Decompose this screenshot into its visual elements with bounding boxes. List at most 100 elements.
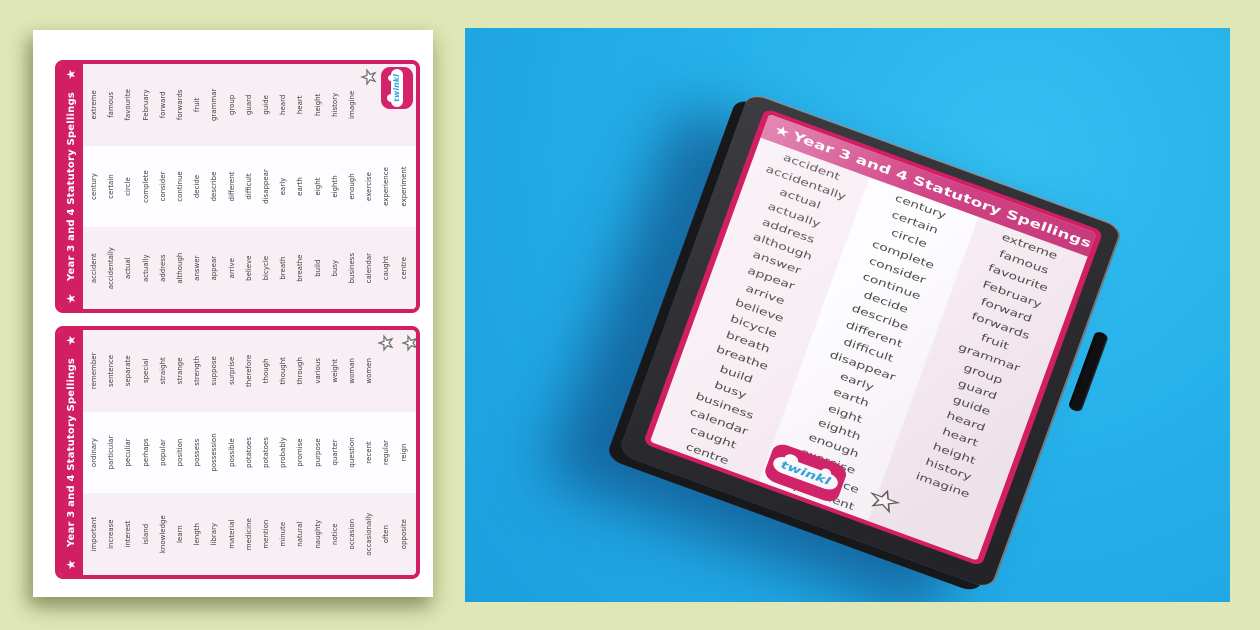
word: group	[227, 94, 236, 115]
word: decide	[193, 174, 202, 199]
word: occasionally	[365, 512, 374, 556]
preview-sheet: ★ Year 3 and 4 Statutory Spellings ★ acc…	[33, 30, 433, 597]
word: naughty	[313, 519, 322, 549]
word: history	[330, 92, 339, 117]
word: heard	[279, 94, 288, 115]
word: possess	[193, 438, 202, 467]
word: guide	[262, 95, 271, 115]
word: island	[141, 523, 150, 545]
word: complete	[141, 170, 150, 203]
word-list: extreme famous favourite February forward for…	[86, 64, 361, 146]
card-body: important increase interest island knowledge…	[83, 329, 420, 575]
word: famous	[107, 91, 116, 118]
word: imagine	[348, 90, 357, 119]
word: calendar	[365, 252, 374, 284]
word: guard	[244, 94, 253, 116]
word: popular	[158, 439, 167, 466]
word: disappear	[262, 169, 271, 204]
word: although	[176, 252, 185, 284]
spelling-card-front: ★ Year 3 and 4 Statutory Spellings ★ acc…	[55, 60, 420, 313]
word: library	[210, 522, 219, 546]
word: minute	[279, 521, 288, 547]
word: therefore	[244, 354, 253, 387]
word: question	[348, 437, 357, 468]
word: address	[158, 254, 167, 282]
word: learn	[176, 525, 185, 544]
word: circle	[124, 177, 133, 196]
word-column-2: century certain circle complete consider cont…	[83, 145, 416, 228]
word: favourite	[124, 89, 133, 121]
card-header: ★ Year 3 and 4 Statutory Spellings ★	[59, 330, 83, 575]
word: purpose	[313, 438, 322, 467]
word: fruit	[193, 97, 202, 113]
word: eighth	[330, 175, 339, 198]
word: interest	[124, 520, 133, 548]
word: actual	[124, 257, 133, 279]
card-footer: ★ twinkl	[359, 64, 416, 146]
word-list: century certain circle complete consider cont…	[86, 146, 413, 228]
word: busy	[330, 259, 339, 277]
word: suppose	[210, 356, 219, 386]
word: various	[313, 358, 322, 384]
star-outline-icon: ★	[359, 68, 381, 86]
word: different	[227, 171, 236, 202]
word-list: important increase interest island knowledge…	[86, 493, 413, 575]
word: natural	[296, 521, 305, 547]
word: experiment	[399, 166, 408, 207]
word: certain	[107, 174, 116, 199]
card-title: Year 3 and 4 Statutory Spellings	[65, 92, 77, 281]
word: recent	[365, 441, 374, 464]
product-mockup: ★ Year 3 and 4 Statutory Spellings ★ acc…	[617, 91, 1124, 590]
word: exercise	[365, 172, 374, 201]
twinkl-logo-text: twinkl	[391, 69, 404, 107]
flat-card-front-slot: ★ Year 3 and 4 Statutory Spellings ★ acc…	[55, 60, 420, 313]
word: thought	[279, 357, 288, 385]
word-column-2: ordinary particular peculiar perhaps popular…	[83, 411, 416, 494]
word: woman	[348, 358, 357, 384]
card-body: accident accidentally actual actually addres…	[83, 63, 416, 309]
word: believe	[244, 255, 253, 281]
case-groove	[1067, 330, 1110, 413]
word: potatoes	[244, 437, 253, 468]
word: strength	[193, 356, 202, 386]
word: knowledge	[158, 515, 167, 554]
star-icon: ★	[64, 293, 78, 304]
word: separate	[124, 355, 133, 387]
card-header: ★ Year 3 and 4 Statutory Spellings ★	[59, 64, 83, 309]
word: consider	[158, 171, 167, 202]
word: arrive	[227, 258, 236, 279]
word: occasion	[348, 518, 357, 550]
word: continue	[176, 171, 185, 202]
word-column-1: accident accidentally actual actually addres…	[83, 227, 416, 309]
word: heart	[296, 95, 305, 115]
word: height	[313, 93, 322, 116]
word: strange	[176, 357, 185, 385]
word: regular	[382, 439, 391, 466]
word: possible	[227, 438, 236, 467]
word: possession	[210, 433, 219, 472]
word: remember	[90, 352, 98, 390]
word-column-3: extreme famous favourite February forward for…	[83, 63, 416, 146]
spelling-card-back: ★ Year 3 and 4 Statutory Spellings ★ imp…	[55, 326, 420, 579]
word: answer	[193, 255, 202, 281]
star-icon: ★	[64, 69, 78, 80]
word: notice	[330, 523, 339, 545]
word: eight	[313, 177, 322, 196]
card-footer: ★ ★	[376, 330, 420, 412]
word: length	[193, 523, 202, 546]
word: through	[296, 357, 305, 385]
star-icon: ★	[64, 335, 78, 346]
word: probably	[279, 437, 288, 468]
blue-panel: ★ Year 3 and 4 Statutory Spellings ★ acc…	[465, 28, 1230, 602]
word: sentence	[107, 354, 116, 387]
word: forward	[158, 91, 167, 119]
word: mention	[262, 519, 271, 549]
word: women	[365, 358, 374, 384]
word: though	[262, 358, 271, 384]
word: build	[313, 259, 322, 277]
word: quarter	[330, 439, 339, 466]
word: century	[90, 173, 98, 200]
word: describe	[210, 171, 219, 202]
word: potatoes	[262, 437, 271, 468]
